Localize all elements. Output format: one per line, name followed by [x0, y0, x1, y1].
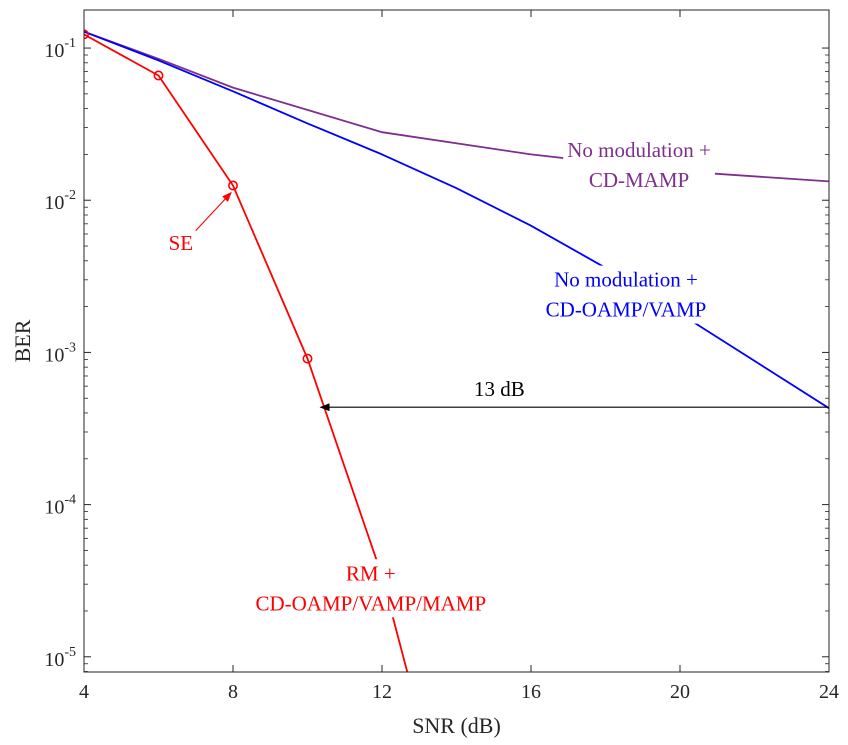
annotation-se-bg — [164, 228, 198, 257]
annotation-gap: 13 dB — [469, 374, 529, 403]
series-marker-2-2 — [228, 180, 239, 191]
x-tick-label-5: 24 — [819, 681, 839, 703]
annotation-gap-bg — [469, 374, 529, 403]
annotation-rm-line-0: RM + — [346, 561, 396, 585]
annotation-rm-line-1: CD-OAMP/VAMP/MAMP — [255, 591, 486, 615]
y-axis-label: BER — [10, 319, 35, 362]
x-tick-label-2: 12 — [372, 681, 392, 703]
se-arrow — [195, 191, 232, 232]
annotation-oamp-line-0: No modulation + — [554, 268, 698, 292]
axes-frame — [83, 9, 830, 673]
y-tick-label-1: 10-2 — [44, 188, 76, 214]
x-tick-label-4: 20 — [670, 681, 690, 703]
series-marker-2-3 — [302, 353, 313, 364]
y-tick-label-0: 10-1 — [44, 36, 76, 62]
annotation-rm-bg — [251, 559, 491, 618]
annotation-mamp: No modulation + CD-MAMP — [563, 136, 715, 195]
y-tick-label-4: 10-5 — [44, 645, 76, 671]
series-marker-2-1 — [153, 70, 164, 81]
annotation-oamp-bg — [541, 265, 711, 324]
annotation-oamp: No modulation + CD-OAMP/VAMP — [541, 265, 711, 324]
annotation-oamp-line-1: CD-OAMP/VAMP — [546, 298, 707, 322]
y-tick-label-3: 10-4 — [44, 493, 76, 519]
annotation-mamp-line-0: No modulation + — [567, 138, 711, 162]
annotation-rm: RM + CD-OAMP/VAMP/MAMP — [251, 559, 491, 618]
annotation-mamp-bg — [563, 136, 715, 195]
annotation-se: SE — [164, 228, 198, 257]
y-tick-label-2: 10-3 — [44, 340, 76, 366]
annotation-mamp-line-1: CD-MAMP — [589, 168, 689, 192]
x-tick-label-3: 16 — [521, 681, 541, 703]
x-tick-label-1: 8 — [228, 681, 238, 703]
x-axis-label: SNR (dB) — [412, 713, 501, 738]
annotation-se-line-0: SE — [169, 231, 194, 255]
x-tick-label-0: 4 — [79, 681, 89, 703]
series-line-1 — [84, 30, 829, 409]
annotation-gap-line-0: 13 dB — [474, 377, 525, 401]
